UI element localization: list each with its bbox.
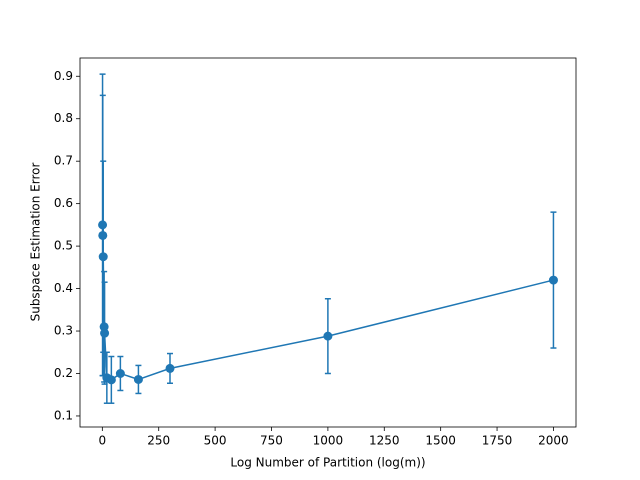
- x-tick-label: 500: [204, 434, 227, 448]
- data-point: [115, 368, 125, 378]
- y-axis-label: Subspace Estimation Error: [29, 163, 43, 322]
- data-point: [323, 331, 333, 341]
- x-tick-label: 1750: [482, 434, 513, 448]
- y-tick-label: 0.4: [54, 281, 73, 295]
- y-tick-label: 0.2: [54, 366, 73, 380]
- x-tick-label: 250: [147, 434, 170, 448]
- y-tick-label: 0.8: [54, 111, 73, 125]
- y-tick-label: 0.7: [54, 154, 73, 168]
- y-tick-label: 0.1: [54, 408, 73, 422]
- x-tick-label: 1500: [425, 434, 456, 448]
- y-tick-label: 0.3: [54, 324, 73, 338]
- data-point: [98, 252, 108, 262]
- x-tick-label: 2000: [538, 434, 569, 448]
- x-tick-label: 1000: [313, 434, 344, 448]
- data-point: [100, 328, 110, 338]
- x-tick-label: 750: [260, 434, 283, 448]
- data-point: [133, 374, 143, 384]
- y-tick-label: 0.5: [54, 239, 73, 253]
- data-point: [98, 230, 108, 240]
- x-axis-label: Log Number of Partition (log(m)): [230, 456, 425, 470]
- x-tick-label: 0: [99, 434, 107, 448]
- data-point: [165, 363, 175, 373]
- y-tick-label: 0.6: [54, 196, 73, 210]
- data-point: [98, 220, 108, 230]
- x-tick-label: 1250: [369, 434, 400, 448]
- data-point: [106, 375, 116, 385]
- data-point: [548, 275, 558, 285]
- y-tick-label: 0.9: [54, 69, 73, 83]
